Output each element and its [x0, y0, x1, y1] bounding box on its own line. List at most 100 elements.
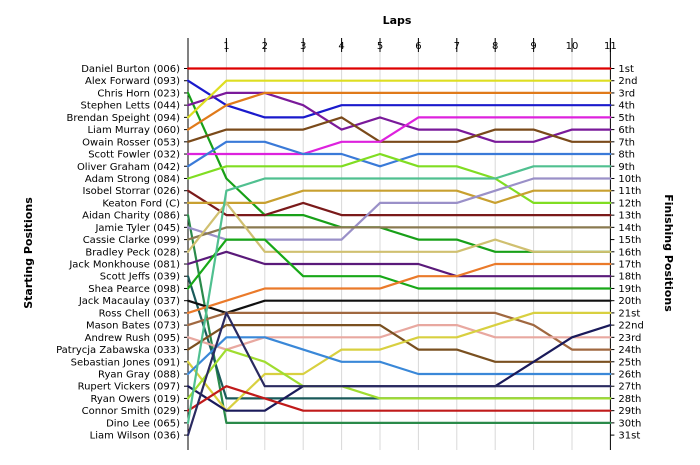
x-tick-label: 1: [223, 41, 229, 52]
series-line-23: [186, 324, 612, 351]
finish-label: 21st: [618, 308, 640, 319]
left-axis-title: Starting Positions: [22, 197, 35, 309]
series-line-16: [186, 201, 612, 253]
series-line-28: [186, 348, 612, 400]
finish-label: 8th: [618, 150, 635, 161]
finish-label: 23rd: [618, 333, 641, 344]
right-axis-title: Finishing Positions: [662, 194, 675, 312]
series-line-21: [186, 262, 612, 314]
start-label: Ryan Owers (019): [90, 394, 180, 405]
finish-label: 30th: [618, 418, 641, 429]
series-line-2: [186, 79, 612, 119]
x-tick-label: 8: [492, 41, 498, 52]
series-line-12: [186, 189, 612, 204]
series-line-17: [186, 250, 612, 278]
finish-label: 11th: [618, 186, 641, 197]
finish-label: 6th: [618, 125, 635, 136]
start-label: Isobel Storrar (026): [83, 186, 181, 197]
start-label: Cassie Clarke (099): [83, 235, 180, 246]
start-label: Jack Macaulay (037): [78, 296, 180, 307]
finish-label: 28th: [618, 394, 641, 405]
start-label: Connor Smith (029): [82, 406, 180, 417]
finish-label: 17th: [618, 260, 641, 271]
series-line-7: [186, 116, 612, 143]
finish-label: 3rd: [618, 88, 635, 99]
finish-label: 12th: [618, 198, 641, 209]
series-line-29: [186, 385, 612, 412]
series-line-26: [186, 336, 612, 376]
start-label: Daniel Burton (006): [81, 64, 180, 75]
series-line-30: [186, 165, 612, 424]
start-label: Oliver Graham (042): [77, 162, 180, 173]
start-label: Mason Bates (073): [86, 321, 180, 332]
x-tick-label: 5: [377, 41, 383, 52]
start-label: Scott Fowler (032): [88, 150, 180, 161]
finish-label: 29th: [618, 406, 641, 417]
series-line-13: [186, 214, 612, 424]
start-label: Stephen Letts (044): [81, 101, 181, 112]
start-label: Liam Murray (060): [87, 125, 180, 136]
start-label: Brendan Speight (094): [66, 113, 180, 124]
series-line-31: [186, 311, 612, 437]
finish-label: 7th: [618, 137, 635, 148]
series-line-15: [186, 226, 612, 241]
finish-label: 9th: [618, 162, 635, 173]
series-line-8: [186, 116, 612, 156]
series-line-22: [186, 311, 612, 351]
x-tick-label: 3: [300, 41, 306, 52]
series-line-4: [186, 91, 612, 143]
finish-label: 14th: [618, 223, 641, 234]
label-layer: 1 2 3 4 5 6 7 8 9 10 11 Daniel Burton (006)Alex For…: [56, 41, 644, 442]
start-label: Aidan Charity (086): [82, 211, 180, 222]
x-axis-title: Laps: [383, 14, 412, 27]
finish-label: 27th: [618, 382, 641, 393]
start-label: Alex Forward (093): [85, 76, 180, 87]
finish-label: 1st: [618, 64, 634, 75]
finish-label: 20th: [618, 296, 641, 307]
series-line-11: [186, 189, 612, 217]
series-line-6: [186, 91, 612, 131]
start-label: Keaton Ford (C): [102, 198, 180, 209]
series-line-5: [186, 79, 612, 119]
start-label: Ryan Gray (088): [98, 370, 180, 381]
finish-label: 24th: [618, 345, 641, 356]
finish-label: 2nd: [618, 76, 637, 87]
finish-label: 10th: [618, 174, 641, 185]
start-label: Chris Horn (023): [97, 88, 180, 99]
series-line-10: [186, 152, 612, 204]
finish-label: 4th: [618, 101, 635, 112]
finish-label: 15th: [618, 235, 641, 246]
start-label: Andrew Rush (095): [85, 333, 180, 344]
x-tick-label: 11: [604, 41, 617, 52]
x-tick-label: 2: [262, 41, 268, 52]
finish-label: 25th: [618, 357, 641, 368]
series-line-24: [186, 324, 612, 363]
series-layer: [186, 67, 612, 437]
start-label: Scott Jeffs (039): [100, 272, 180, 283]
finish-label: 19th: [618, 284, 641, 295]
start-label: Sebastian Jones (091): [71, 357, 180, 368]
finish-label: 22nd: [618, 321, 643, 332]
start-label: Ross Chell (063): [99, 308, 180, 319]
start-label: Jack Monkhouse (081): [68, 260, 180, 271]
start-label: Bradley Peck (028): [85, 247, 180, 258]
finish-label: 31st: [618, 431, 640, 442]
start-label: Rupert Vickers (097): [78, 382, 181, 393]
start-label: Patrycja Zabawska (033): [56, 345, 180, 356]
start-label: Jamie Tyler (045): [94, 223, 180, 234]
x-tick-label: 7: [454, 41, 460, 52]
series-line-20: [186, 299, 612, 314]
x-tick-label: 9: [530, 41, 536, 52]
start-label: Adam Strong (084): [85, 174, 180, 185]
grid-layer: [184, 38, 615, 450]
finish-label: 26th: [618, 370, 641, 381]
x-tick-label: 10: [566, 41, 579, 52]
start-label: Shea Pearce (098): [88, 284, 180, 295]
finish-label: 16th: [618, 247, 641, 258]
finish-label: 18th: [618, 272, 641, 283]
series-line-25: [186, 311, 612, 412]
x-tick-label: 6: [415, 41, 421, 52]
start-label: Liam Wilson (036): [90, 431, 180, 442]
